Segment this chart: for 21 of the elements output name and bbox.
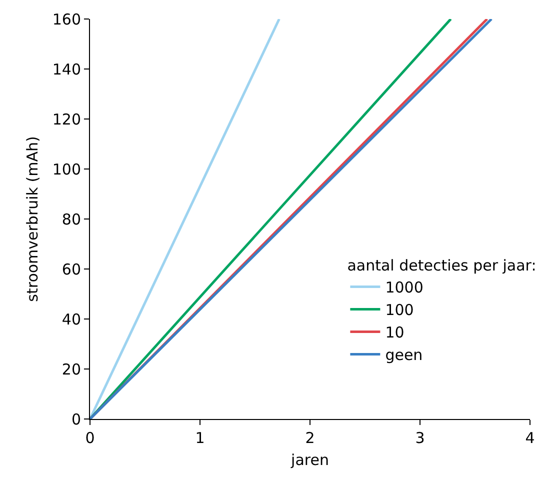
x-tick-label: 2 bbox=[305, 429, 315, 447]
y-tick-label: 160 bbox=[52, 10, 81, 28]
y-tick-label: 20 bbox=[62, 360, 81, 378]
y-axis-title: stroomverbruik (mAh) bbox=[24, 136, 42, 302]
y-tick-label: 140 bbox=[52, 60, 81, 78]
legend-label: 1000 bbox=[385, 278, 424, 297]
y-tick-label: 100 bbox=[52, 160, 81, 178]
x-tick-label: 4 bbox=[525, 429, 535, 447]
legend-label: 10 bbox=[385, 324, 404, 342]
legend-label: geen bbox=[385, 346, 423, 364]
y-tick-label: 80 bbox=[62, 210, 81, 228]
y-tick-label: 40 bbox=[62, 310, 81, 328]
legend-title: aantal detecties per jaar: bbox=[347, 256, 536, 274]
y-tick-label: 120 bbox=[52, 110, 81, 128]
x-axis-title: jaren bbox=[290, 451, 329, 469]
y-tick-label: 0 bbox=[71, 410, 81, 428]
x-tick-label: 1 bbox=[195, 429, 205, 447]
x-tick-label: 0 bbox=[85, 429, 95, 447]
legend-label: 100 bbox=[385, 301, 414, 320]
x-tick-label: 3 bbox=[415, 429, 425, 447]
y-tick-label: 60 bbox=[62, 260, 81, 278]
